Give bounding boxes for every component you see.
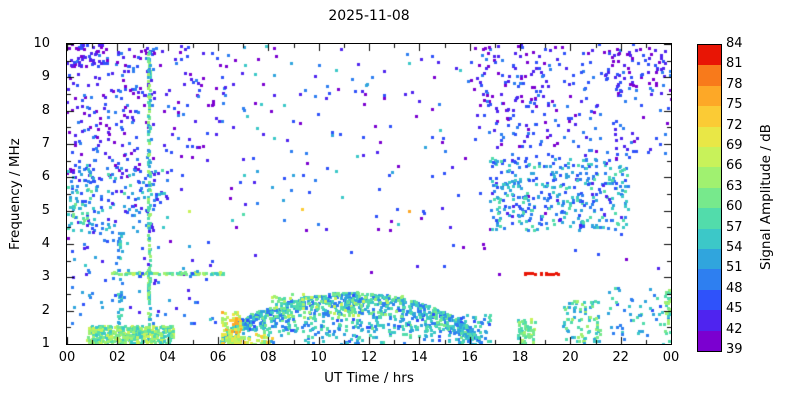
colorbar-band: [698, 330, 721, 352]
scatter-canvas: [67, 44, 671, 344]
colorbar-band: [698, 147, 721, 168]
y-tick-label: 10: [33, 36, 50, 51]
colorbar-band: [698, 310, 721, 331]
x-tick-labels: 00 02 04 06 08 10 12 14 16 18 20 22 00: [59, 350, 680, 366]
plot-area: [66, 43, 672, 345]
colorbar-tick-label: 60: [726, 199, 743, 215]
x-tick-label: 20: [562, 350, 579, 365]
x-axis-label: UT Time / hrs: [324, 370, 414, 386]
colorbar-tick-label: 78: [726, 76, 743, 92]
colorbar-tick-label: 54: [726, 240, 743, 255]
x-tick-label: 00: [662, 350, 680, 365]
x-tick-label: 04: [159, 350, 176, 365]
y-tick-label: 6: [41, 169, 50, 185]
y-tick-label: 5: [41, 202, 50, 218]
colorbar-tick-label: 48: [726, 280, 743, 296]
y-tick-label: 1: [41, 336, 50, 351]
colorbar-tick-label: 42: [726, 321, 743, 337]
y-tick-label: 8: [41, 102, 50, 118]
colorbar-band: [698, 289, 721, 311]
colorbar-band: [698, 228, 721, 250]
colorbar: [697, 44, 722, 352]
y-tick-labels: 1 2 3 4 5 6 7 8 9 10: [0, 36, 58, 351]
colorbar-tick-label: 66: [726, 158, 743, 174]
x-tick-label: 14: [411, 350, 428, 365]
x-tick-label: 02: [109, 350, 126, 365]
colorbar-tick-label: 63: [726, 178, 743, 194]
y-tick-label: 4: [41, 236, 50, 251]
colorbar-tick-label: 75: [726, 97, 743, 113]
x-tick-label: 00: [58, 350, 76, 365]
colorbar-tick-label: 84: [726, 36, 743, 51]
colorbar-tick-label: 39: [726, 342, 743, 357]
colorbar-band: [698, 208, 721, 229]
x-tick-label: 06: [209, 350, 227, 365]
colorbar-band: [698, 187, 721, 209]
colorbar-band: [698, 65, 721, 86]
x-tick-label: 18: [511, 350, 529, 365]
colorbar-label: Signal Amplitude / dB: [758, 124, 774, 270]
colorbar-band: [698, 269, 721, 290]
colorbar-band: [698, 45, 721, 66]
colorbar-tick-label: 69: [726, 138, 743, 153]
colorbar-tick-label: 72: [726, 117, 743, 133]
colorbar-band: [698, 106, 721, 127]
colorbar-tick-label: 57: [726, 219, 743, 235]
colorbar-tick-label: 51: [726, 260, 743, 276]
colorbar-band: [698, 249, 721, 270]
colorbar-band: [698, 85, 721, 107]
x-tick-label: 22: [612, 350, 629, 365]
y-tick-label: 7: [41, 136, 50, 151]
x-tick-label: 08: [260, 350, 277, 365]
x-tick-label: 12: [360, 350, 378, 365]
colorbar-tick-label: 45: [726, 301, 743, 317]
y-tick-label: 3: [41, 269, 50, 285]
x-tick-label: 10: [310, 350, 327, 365]
colorbar-tick-label: 81: [726, 56, 743, 72]
y-tick-label: 2: [41, 302, 50, 318]
colorbar-tick-labels: 39 42 45 48 51 54 57 60 63 66 69 72 75 78 81 84: [726, 36, 756, 357]
colorbar-band: [698, 167, 721, 188]
chart-title: 2025-11-08: [328, 8, 410, 24]
y-tick-label: 9: [41, 69, 50, 85]
x-tick-label: 16: [461, 350, 478, 365]
colorbar-band: [698, 126, 721, 148]
